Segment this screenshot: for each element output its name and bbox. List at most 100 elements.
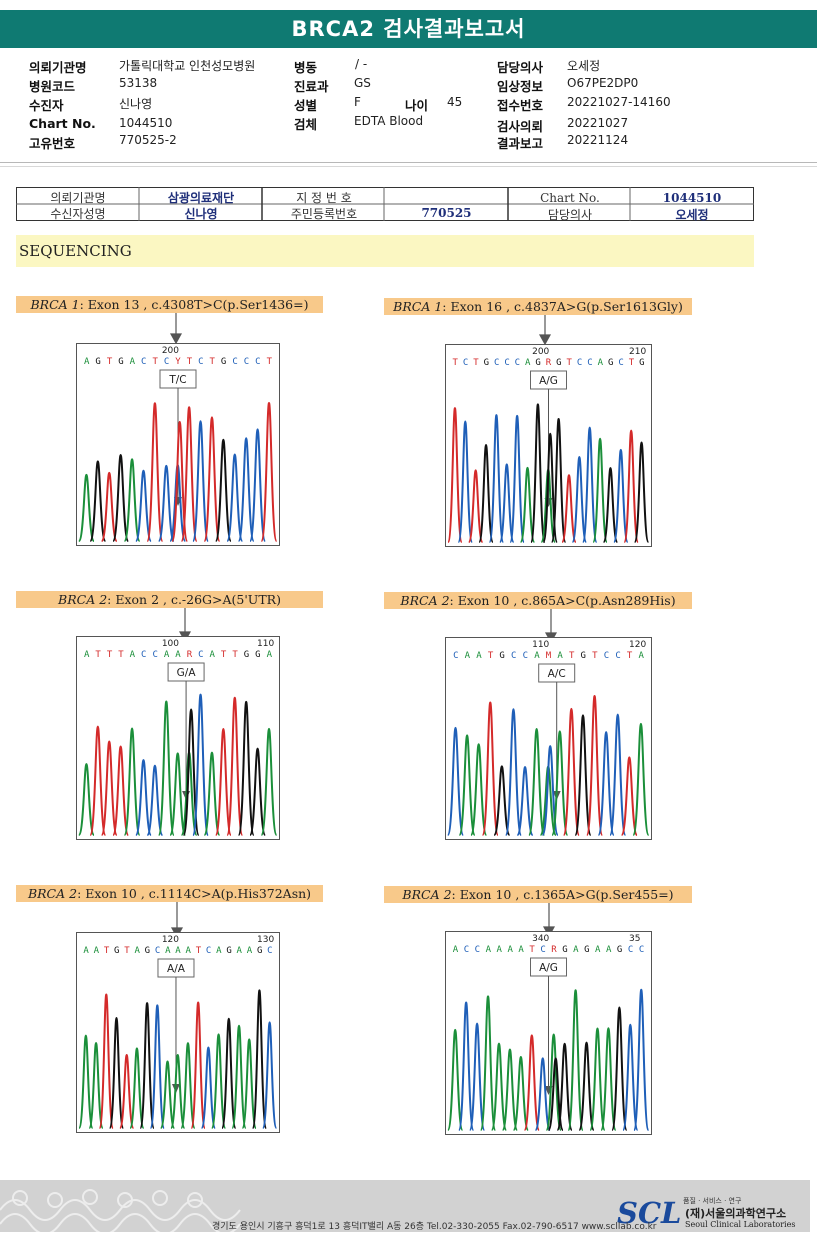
sequencing-section-title: SEQUENCING: [19, 242, 132, 260]
trace-peak: [501, 1048, 519, 1131]
chromatogram-panel: 200 A G T G A C T C Y T C T G C C C T T/C: [76, 343, 280, 546]
trace-peak: [478, 443, 494, 543]
variant-label: BRCA 1: Exon 13 , c.4308T>C(p.Ser1436=): [16, 296, 323, 313]
header-label: 진료과: [294, 79, 329, 94]
trace-peak: [623, 429, 640, 543]
pointer-arrowhead: [169, 333, 183, 345]
trace-peak: [261, 1021, 278, 1129]
trace-peak: [458, 734, 476, 836]
base-call-letter: A: [595, 945, 601, 955]
base-call-letter: Y: [175, 357, 181, 367]
table-value: 770525: [421, 206, 472, 220]
trace-peak: [512, 1056, 530, 1131]
trace-peak: [592, 437, 608, 543]
header-value: 오세정: [567, 59, 601, 73]
base-call-letter: A: [83, 946, 89, 956]
base-call-letter: C: [232, 357, 237, 367]
table-label: 수신자성명: [50, 207, 106, 221]
header-label: 병동: [294, 60, 318, 75]
base-call-letter: C: [453, 651, 458, 661]
chromatogram-panel: 120 130 A A T G T A G C A A A T C A G A A G C A/A: [76, 932, 280, 1133]
trace-peak: [108, 1016, 125, 1129]
gene-name: BRCA 2: [27, 886, 78, 901]
base-call-letter: G: [226, 946, 231, 956]
trace-peak: [129, 1047, 145, 1129]
trace-peak: [562, 707, 581, 836]
base-call-letter: A: [518, 945, 524, 955]
base-call-letter: A: [237, 946, 243, 956]
table-value: 오세정: [675, 208, 709, 222]
base-call-letter: A: [486, 945, 492, 955]
base-call-letter: C: [587, 358, 592, 368]
trace-peak: [260, 401, 278, 542]
variant-description: : Exon 10 , c.865A>C(p.Asn289His): [449, 593, 676, 608]
header-label: 검사의뢰: [497, 119, 544, 134]
trace-peak: [146, 402, 164, 542]
trace-peak: [249, 428, 267, 542]
base-call-letter: C: [155, 946, 160, 956]
base-call-letter: A: [175, 946, 181, 956]
trace-peak: [600, 1027, 617, 1131]
trace-peak: [123, 727, 141, 836]
header-label: 담당의사: [497, 60, 544, 75]
pointer-arrowhead: [538, 334, 552, 346]
header-value: 신나영: [119, 97, 153, 111]
scl-logo: SCL: [617, 1196, 682, 1230]
trace-peak: [157, 700, 175, 836]
base-call-letter: A: [267, 650, 273, 660]
trace-peak: [139, 1002, 155, 1129]
base-call-letter: A: [216, 946, 222, 956]
base-call-letter: G: [562, 945, 567, 955]
base-call-letter: A: [210, 650, 216, 660]
position-number: 35: [629, 934, 640, 944]
header-label: 병원코드: [29, 79, 76, 94]
header-label: 성별: [294, 98, 318, 113]
patient-info-table: 의뢰기관명 삼광의료재단 수신자성명 신나영 지 정 번 호 주민등록번호 77…: [16, 187, 754, 222]
table-label: 담당의사: [547, 208, 593, 222]
trace-peak: [226, 453, 244, 542]
base-call-letter: C: [475, 945, 480, 955]
base-call-letter: G: [617, 945, 622, 955]
chromatogram-trace: 340 35A C C A A A A T C R G A G A A G C CA/G: [446, 934, 650, 1131]
base-call-letter: R: [546, 358, 552, 368]
footer-organization: (재)서울의과학연구소: [685, 1207, 787, 1220]
trace-peak: [159, 1060, 176, 1129]
base-call-letter: C: [577, 358, 582, 368]
base-call-letter: A: [165, 946, 171, 956]
variant-description: : Exon 16 , c.4837A>G(p.Ser1613Gly): [442, 299, 683, 314]
base-call-letter: A: [84, 650, 90, 660]
trace-peak: [493, 765, 511, 836]
base-call-letter: A: [130, 357, 136, 367]
trace-peak: [446, 726, 465, 836]
base-call-letter: C: [615, 651, 620, 661]
base-call-letter: C: [494, 358, 499, 368]
trace-peak: [481, 701, 499, 836]
header-value: 45: [447, 95, 463, 109]
header-label: 결과보고: [497, 136, 544, 151]
position-number: 200: [532, 347, 549, 357]
trace-peak: [200, 1046, 217, 1129]
trace-peak: [77, 473, 95, 542]
trace-peak: [632, 722, 650, 836]
trace-peak: [633, 441, 650, 543]
base-call-letter: A: [573, 945, 579, 955]
trace-peak: [241, 1038, 257, 1129]
gene-name: BRCA 2: [402, 887, 452, 902]
trace-peak: [467, 469, 484, 543]
trace-peak: [146, 764, 164, 836]
base-call-letter: T: [107, 650, 113, 660]
chromatogram-panel: 340 35 A C C A A A A T C R G A G A A G C C A/G: [445, 931, 652, 1135]
position-number: 110: [532, 640, 549, 650]
trace-peak: [169, 1053, 186, 1129]
base-call-letter: C: [515, 358, 520, 368]
trace-peak: [551, 730, 569, 836]
base-call-letter: T: [107, 357, 113, 367]
trace-peak: [611, 1006, 628, 1131]
gene-name: BRCA 1: [393, 299, 443, 314]
base-call-letter: C: [523, 651, 528, 661]
trace-peak: [157, 464, 175, 542]
base-call-letter: T: [232, 650, 238, 660]
base-call-letter: A: [164, 650, 170, 660]
